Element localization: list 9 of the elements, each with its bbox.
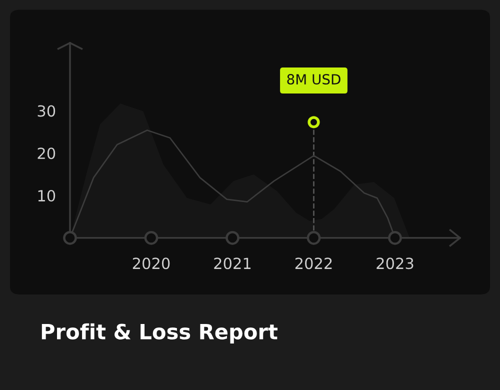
x-tick-label: 2023 <box>376 258 414 270</box>
y-tick-label: 20 <box>38 148 56 160</box>
x-tick-label: 2021 <box>214 258 251 270</box>
y-tick-label: 10 <box>38 190 56 202</box>
y-tick-label: 30 <box>38 105 56 117</box>
text: Profit & Loss Report <box>42 323 278 344</box>
x-tick-label: 2020 <box>132 258 170 270</box>
x-tick-label: 2022 <box>295 258 332 270</box>
annotation: 8M USD <box>287 74 340 85</box>
